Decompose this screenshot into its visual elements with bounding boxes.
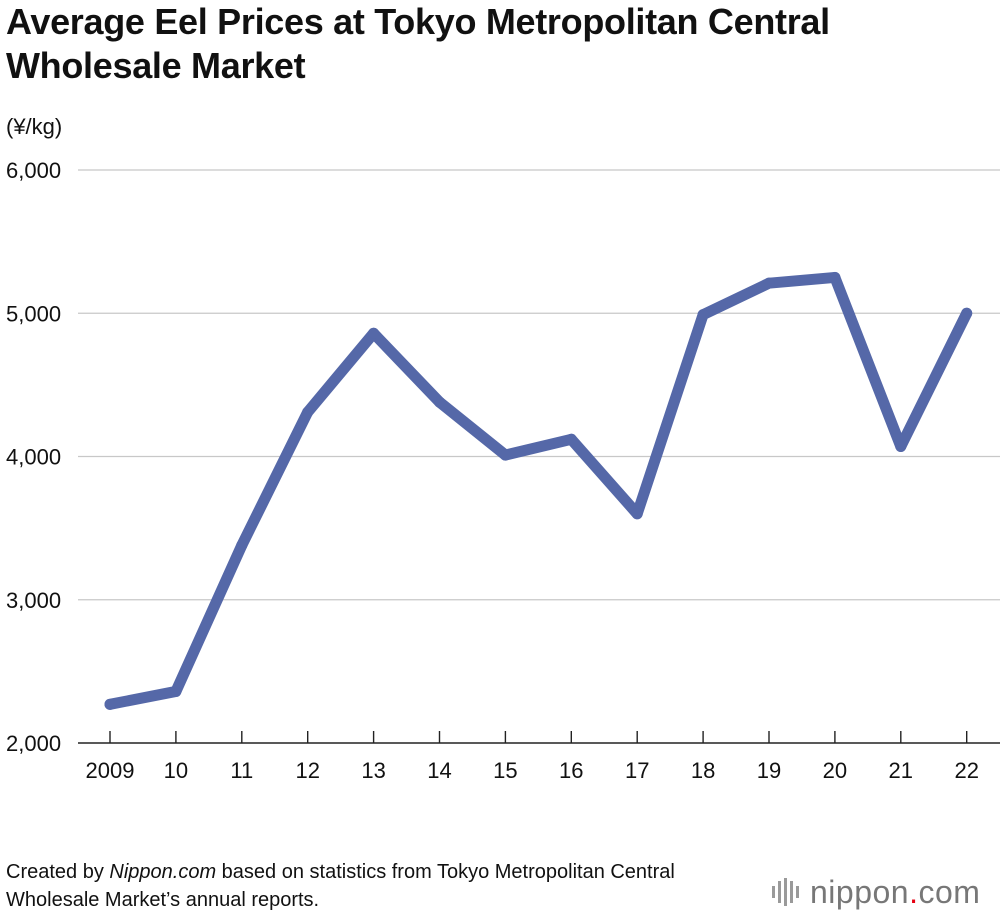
y-axis-unit-label: (¥/kg)	[6, 114, 63, 139]
x-tick-label: 19	[757, 758, 781, 783]
data-point	[104, 698, 116, 710]
source-suffix: based on statistics from Tokyo Metropoli…	[6, 861, 675, 911]
source-prefix: Created by	[6, 861, 110, 883]
y-tick-label: 5,000	[6, 301, 61, 326]
data-point	[763, 277, 775, 289]
logo-dot: .	[909, 874, 919, 910]
data-point	[499, 449, 511, 461]
y-tick-label: 6,000	[6, 158, 61, 183]
x-tick-label: 12	[295, 758, 319, 783]
x-tick-label: 21	[889, 758, 913, 783]
x-axis-ticks: 2009 10 11 12 13 14 15 16 17 18 19 20 21 22	[86, 731, 979, 783]
y-axis-ticks: 2,000 3,000 4,000 5,000 6,000	[6, 158, 61, 756]
logo-domain: com	[918, 874, 981, 910]
data-point	[697, 309, 709, 321]
x-tick-label: 10	[164, 758, 188, 783]
series-group	[104, 271, 973, 710]
y-tick-label: 2,000	[6, 731, 61, 756]
data-point	[895, 440, 907, 452]
x-tick-label: 13	[361, 758, 385, 783]
source-note: Created by Nippon.com based on statistic…	[6, 858, 766, 914]
data-point	[565, 433, 577, 445]
data-point	[434, 396, 445, 408]
x-tick-label: 17	[625, 758, 649, 783]
y-tick-label: 4,000	[6, 445, 61, 470]
source-name: Nippon.com	[109, 861, 217, 883]
data-point	[170, 685, 182, 697]
logo-bars-icon	[772, 878, 802, 906]
nippon-logo: nippon.com	[772, 874, 980, 910]
x-tick-label: 22	[954, 758, 978, 783]
y-tick-label: 3,000	[6, 588, 61, 613]
data-point	[368, 327, 380, 339]
data-point	[631, 508, 643, 520]
logo-text: nippon	[810, 874, 910, 910]
gridlines	[78, 169, 1000, 744]
x-tick-label: 20	[823, 758, 847, 783]
x-tick-label: 15	[493, 758, 517, 783]
x-tick-label: 2009	[86, 758, 135, 783]
x-tick-label: 16	[559, 758, 583, 783]
data-point	[302, 406, 314, 418]
data-point	[236, 539, 248, 551]
series-line	[104, 271, 973, 710]
data-point	[961, 307, 973, 319]
data-point	[829, 271, 841, 283]
x-tick-label: 18	[691, 758, 715, 783]
x-tick-label: 11	[230, 758, 253, 783]
chart-title: Average Eel Prices at Tokyo Metropolitan…	[6, 1, 830, 86]
x-tick-label: 14	[427, 758, 451, 783]
